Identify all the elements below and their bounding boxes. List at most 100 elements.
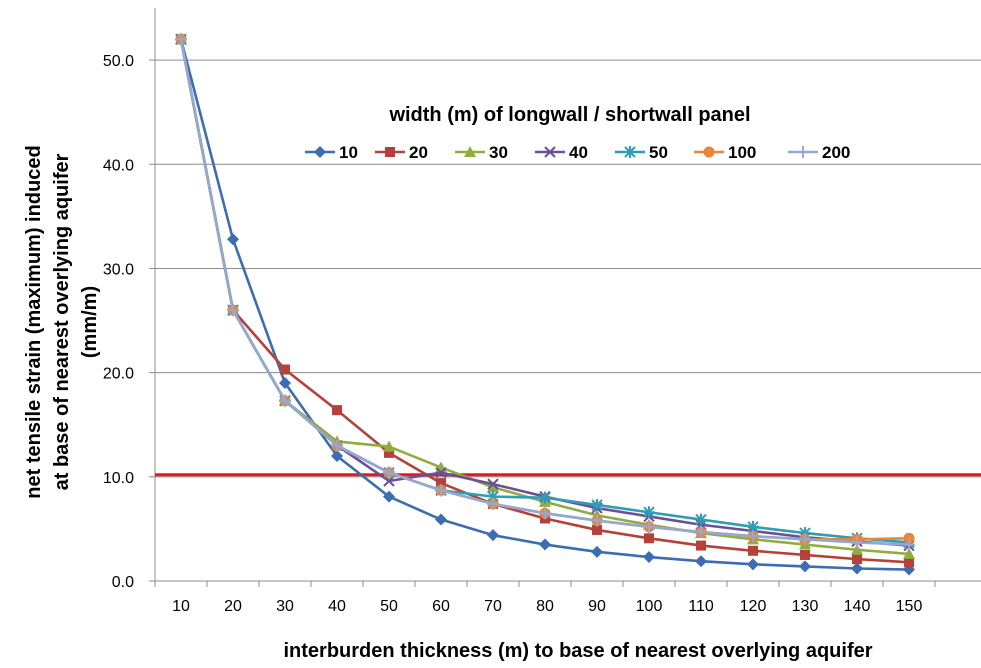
y-tick-label-30.0: 30.0 — [103, 261, 134, 278]
point-30-50 — [383, 440, 395, 452]
point-10-70 — [487, 529, 499, 542]
point-200-110 — [695, 526, 707, 539]
point-200-60 — [435, 484, 447, 497]
x-axis-title: interburden thickness (m) to base of nea… — [283, 640, 872, 662]
point-20-110 — [696, 540, 706, 551]
legend-label-50: 50 — [649, 143, 668, 162]
point-10-30 — [279, 377, 291, 390]
legend-marker-40 — [544, 146, 556, 158]
point-10-40 — [331, 449, 343, 462]
x-tick-label-110: 110 — [688, 598, 714, 615]
point-200-120 — [747, 530, 759, 543]
point-200-20 — [227, 304, 239, 317]
point-40-50 — [383, 475, 395, 487]
legend-item-30: 30 — [455, 143, 508, 162]
point-50-100 — [643, 506, 655, 519]
point-30-70 — [487, 481, 499, 493]
x-tick-labels: 10 20 30 40 50 60 70 80 90 100 110 120 130 140 150 — [172, 598, 922, 615]
y-axis-title-line1: net tensile strain (maximum) induced — [23, 145, 45, 498]
point-200-90 — [591, 514, 603, 527]
point-200-130 — [799, 533, 811, 546]
point-20-50 — [384, 447, 394, 458]
x-tick-label-60: 60 — [432, 598, 450, 615]
point-10-50 — [383, 490, 395, 503]
point-10-20 — [227, 233, 239, 246]
point-10-60 — [435, 513, 447, 526]
x-tick-label-40: 40 — [328, 598, 346, 615]
point-30-140 — [851, 543, 863, 555]
point-200-30 — [279, 394, 291, 407]
x-tick-label-150: 150 — [896, 598, 923, 615]
x-tick-label-10: 10 — [172, 598, 190, 615]
point-50-90 — [591, 498, 603, 511]
series-200 — [175, 33, 915, 551]
point-200-10 — [175, 33, 187, 46]
point-200-100 — [643, 520, 655, 533]
point-200-40 — [331, 439, 343, 452]
legend-item-10: 10 — [305, 143, 358, 162]
point-20-30 — [280, 364, 290, 375]
point-20-130 — [800, 549, 810, 560]
point-50-80 — [539, 491, 551, 504]
point-10-80 — [539, 538, 551, 551]
point-20-90 — [592, 524, 602, 535]
gridlines — [155, 59, 981, 478]
x-tick-label-80: 80 — [536, 598, 554, 615]
legend-item-100: 100 — [694, 143, 756, 162]
x-tick-label-50: 50 — [380, 598, 398, 615]
legend-marker-30 — [464, 146, 476, 157]
x-tick-label-20: 20 — [224, 598, 242, 615]
y-tick-labels: 0.0 10.0 20.0 30.0 40.0 50.0 — [103, 53, 134, 591]
x-tick-label-100: 100 — [636, 598, 663, 615]
legend-label-10: 10 — [339, 143, 358, 162]
legend-item-40: 40 — [535, 143, 588, 162]
legend-label-20: 20 — [409, 143, 428, 162]
legend-label-40: 40 — [569, 143, 588, 162]
point-10-120 — [747, 558, 759, 571]
legend-item-50: 50 — [615, 143, 668, 162]
point-20-140 — [852, 554, 862, 565]
legend-marker-100 — [703, 146, 715, 158]
point-200-50 — [383, 466, 395, 479]
point-20-60 — [436, 478, 446, 489]
legend-marker-10 — [314, 146, 326, 158]
point-200-70 — [487, 497, 499, 510]
x-tick-label-140: 140 — [844, 598, 871, 615]
point-10-110 — [695, 555, 707, 568]
legend: 10 20 30 40 50 100 200 — [305, 143, 850, 162]
legend-title: width (m) of longwall / shortwall panel — [388, 104, 750, 126]
y-tick-label-20.0: 20.0 — [103, 366, 134, 383]
x-tick-label-70: 70 — [484, 598, 502, 615]
legend-marker-50 — [624, 146, 636, 158]
legend-marker-20 — [385, 147, 395, 157]
point-200-150 — [903, 538, 915, 551]
point-40-60 — [435, 466, 447, 479]
y-axis-title-line3: (mm/m) — [79, 286, 101, 358]
legend-label-100: 100 — [728, 143, 756, 162]
y-tick-label-40.0: 40.0 — [103, 157, 134, 174]
series-group — [175, 33, 915, 576]
point-200-80 — [539, 507, 551, 520]
point-10-130 — [799, 560, 811, 573]
point-200-140 — [851, 536, 863, 549]
point-10-140 — [851, 562, 863, 575]
legend-label-200: 200 — [822, 143, 850, 162]
point-30-150 — [903, 547, 915, 559]
point-20-40 — [332, 405, 342, 416]
y-tick-label-0.0: 0.0 — [112, 574, 134, 591]
x-tick-label-30: 30 — [276, 598, 294, 615]
point-20-120 — [748, 545, 758, 556]
x-tick-label-90: 90 — [588, 598, 606, 615]
y-tick-label-10.0: 10.0 — [103, 470, 134, 487]
legend-item-20: 20 — [375, 143, 428, 162]
point-20-150 — [904, 557, 914, 568]
x-tick-label-130: 130 — [792, 598, 819, 615]
point-10-90 — [591, 545, 603, 558]
x-tick-label-120: 120 — [740, 598, 767, 615]
legend-marker-200 — [797, 146, 809, 158]
point-10-100 — [643, 551, 655, 564]
legend-label-30: 30 — [489, 143, 508, 162]
legend-item-200: 200 — [788, 143, 850, 162]
y-axis-title-line2: at base of nearest overlying aquifer — [51, 153, 73, 490]
y-tick-label-50.0: 50.0 — [103, 53, 134, 70]
